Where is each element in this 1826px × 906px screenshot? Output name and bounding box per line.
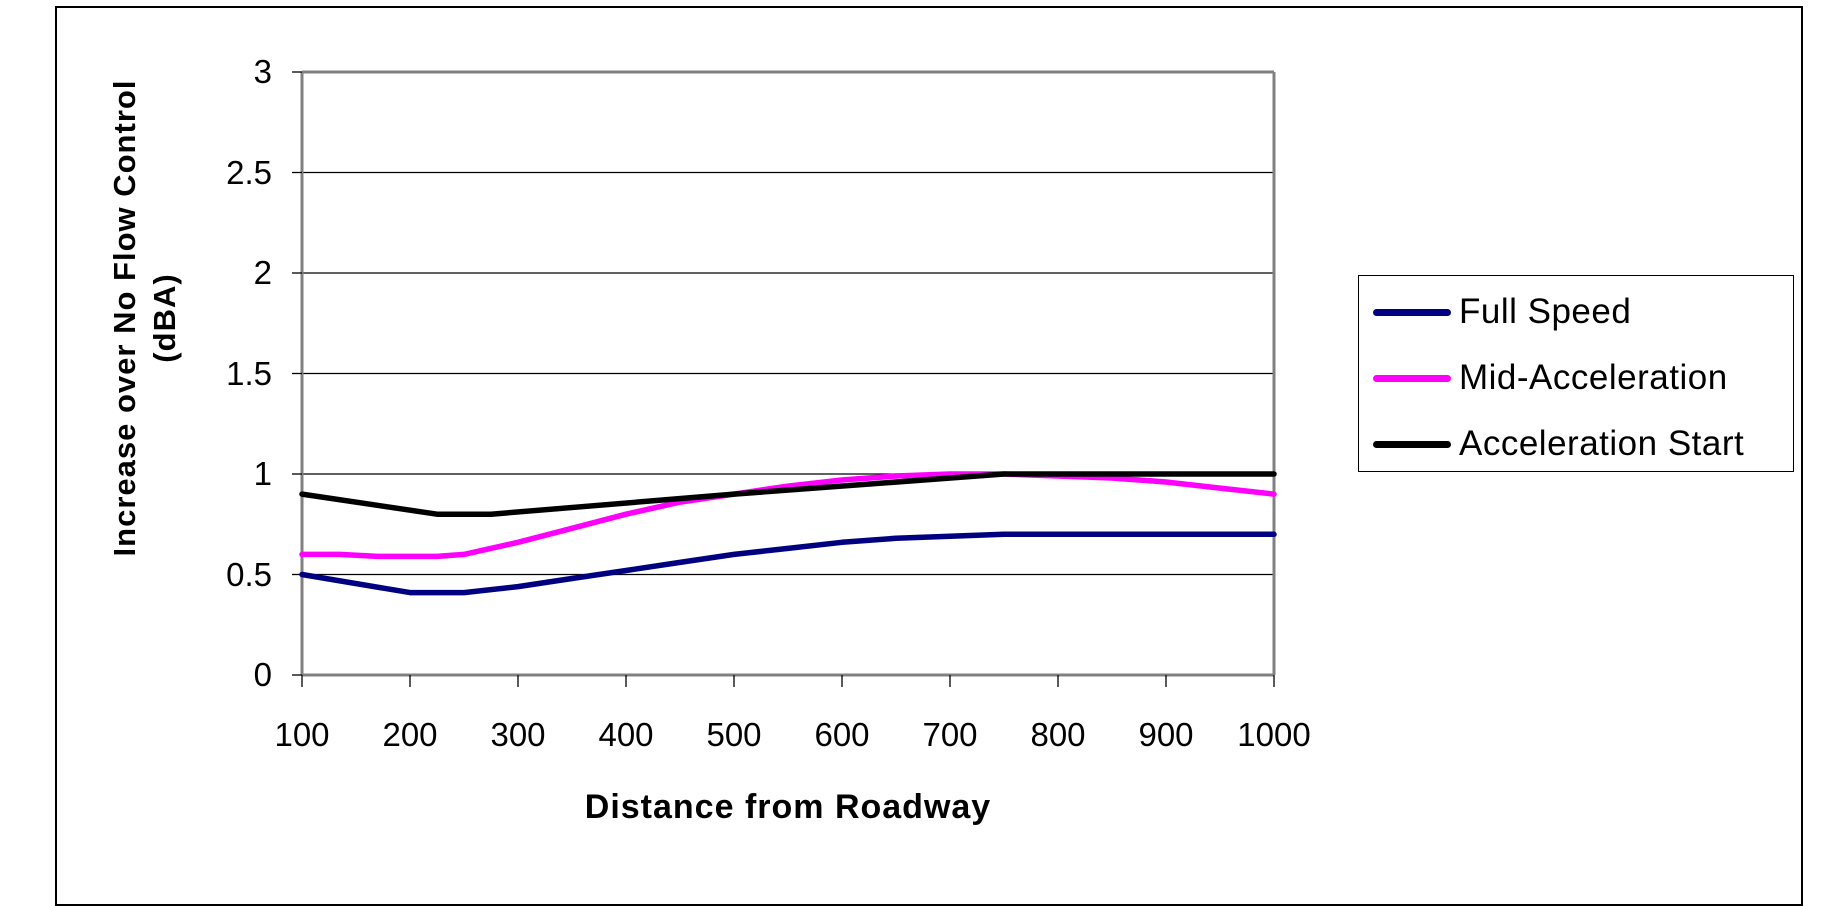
y-tick-label: 0.5 <box>226 555 272 593</box>
y-tick-label: 1 <box>253 455 272 492</box>
x-axis-title: Distance from Roadway <box>584 788 992 826</box>
y-axis-title-line1: Increase over No Flow Control <box>107 79 142 557</box>
y-tick-label: 1.5 <box>226 354 272 392</box>
legend-swatch-acceleration-start <box>1373 440 1451 448</box>
series-line-full-speed <box>299 531 1277 596</box>
legend-label: Full Speed <box>1459 292 1632 331</box>
legend-swatch-mid-acceleration <box>1373 374 1451 382</box>
x-tick-label: 500 <box>706 716 762 753</box>
legend-item-acceleration-start: Acceleration Start <box>1373 419 1744 469</box>
legend-swatch-full-speed <box>1373 308 1451 316</box>
x-tick-label: 900 <box>1138 716 1194 753</box>
x-tick-label: 300 <box>490 716 546 753</box>
y-tick-label: 2 <box>253 254 272 291</box>
legend-label: Mid-Acceleration <box>1459 358 1728 397</box>
plot-area <box>292 70 1277 687</box>
x-tick-label: 1000 <box>1237 716 1311 753</box>
series-line-acceleration-start <box>299 471 1277 517</box>
legend-label: Acceleration Start <box>1459 424 1745 463</box>
x-tick-label: 100 <box>274 716 330 753</box>
legend-item-mid-acceleration: Mid-Acceleration <box>1373 353 1728 403</box>
x-tick-label: 200 <box>382 716 438 753</box>
y-axis-title-line2: (dBA) <box>147 273 182 363</box>
x-tick-label: 400 <box>598 716 654 753</box>
y-tick-label: 2.5 <box>226 153 272 191</box>
y-tick-label: 0 <box>253 656 272 693</box>
y-tick-label: 3 <box>253 53 272 90</box>
legend: Full Speed Mid-Acceleration Acceleration… <box>1358 275 1794 472</box>
x-tick-label: 600 <box>814 716 870 753</box>
x-tick-label: 700 <box>922 716 978 753</box>
legend-item-full-speed: Full Speed <box>1373 287 1631 337</box>
x-tick-label: 800 <box>1030 716 1086 753</box>
